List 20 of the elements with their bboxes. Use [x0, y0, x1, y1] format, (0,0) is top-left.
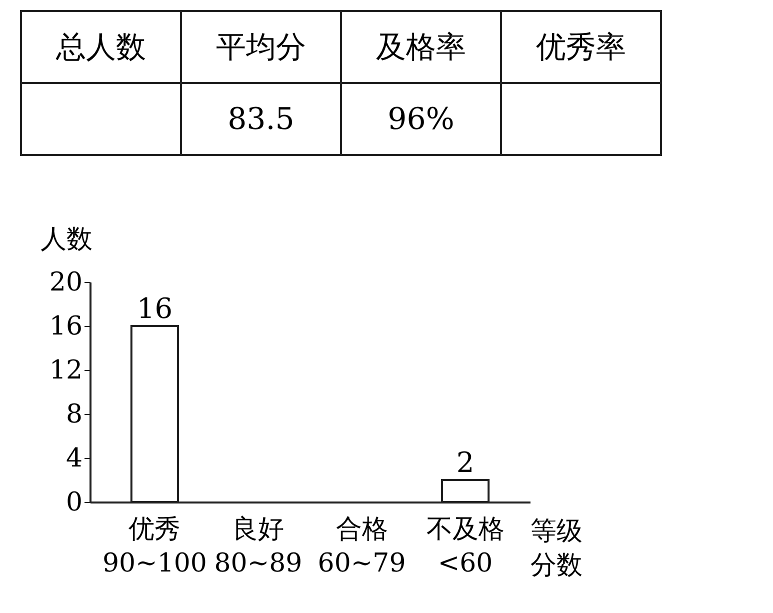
y-tick-label: 8 [66, 400, 82, 430]
y-tick-label: 12 [49, 356, 82, 386]
x-axis-title: 等级分数 [530, 516, 582, 580]
text: 96% [342, 84, 502, 156]
data-label: 2 [456, 446, 474, 479]
y-tick-label: 16 [49, 312, 82, 342]
y-axis-title: 人数 [40, 224, 92, 254]
x-tick-label: 不及格 <60 [426, 514, 504, 578]
y-tick-label: 4 [66, 444, 82, 474]
text: 平均分 [182, 12, 342, 84]
text: 及格率 [342, 12, 502, 84]
x-tick-label: 良好 80~89 [214, 514, 302, 578]
x-tick-label: 优秀 90~100 [102, 514, 207, 578]
text: 总人数 [22, 12, 182, 84]
text: 83.5 [182, 84, 342, 156]
data-label: 16 [136, 292, 173, 325]
text: 优秀率 [502, 12, 662, 84]
y-tick-label: 20 [49, 268, 82, 298]
x-tick-label: 合格 60~79 [318, 514, 406, 578]
y-tick-label: 0 [66, 488, 82, 518]
